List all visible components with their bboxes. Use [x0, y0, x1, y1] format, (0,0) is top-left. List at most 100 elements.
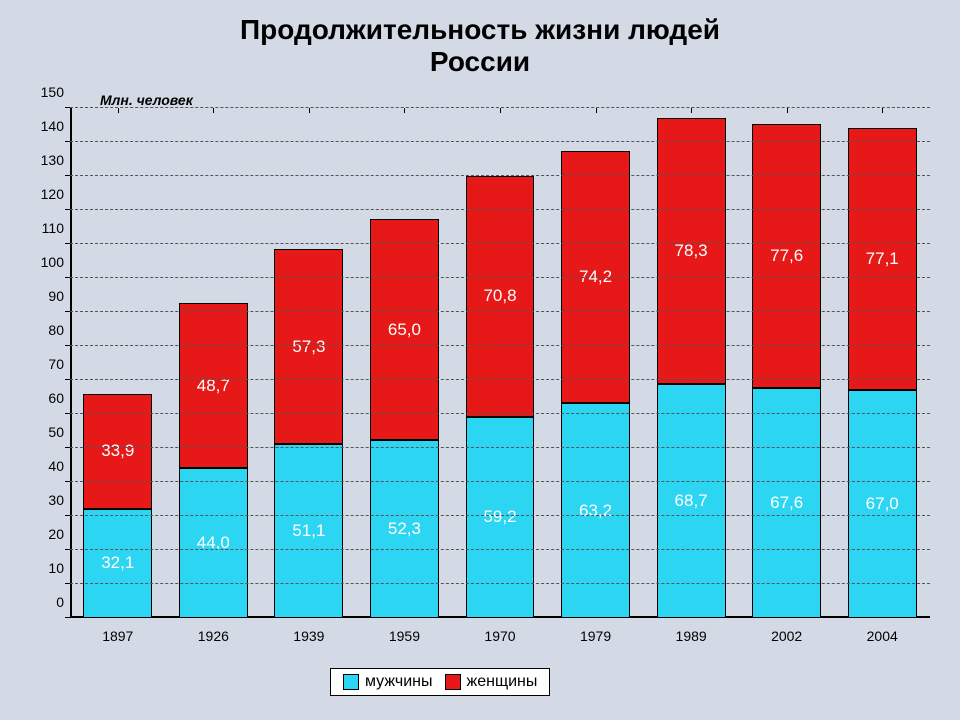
grid-line — [70, 141, 930, 142]
bar-value-label: 67,0 — [866, 494, 899, 514]
x-tick-mark — [309, 108, 310, 113]
x-tick-mark — [213, 108, 214, 113]
legend: мужчины женщины — [330, 668, 550, 696]
grid-line — [70, 447, 930, 448]
y-tick-label: 100 — [41, 254, 64, 270]
y-tick-mark — [65, 311, 70, 312]
y-tick-label: 80 — [48, 322, 64, 338]
y-tick-label: 120 — [41, 186, 64, 202]
bar-value-label: 65,0 — [388, 320, 421, 340]
x-tick-label: 2002 — [771, 628, 802, 644]
bars-container: 32,133,944,048,751,157,352,365,059,270,8… — [70, 108, 930, 618]
bar-segment-men: 32,1 — [83, 509, 152, 618]
bar-segment-women: 77,6 — [752, 124, 821, 388]
bar-value-label: 70,8 — [483, 286, 516, 306]
y-tick-mark — [65, 107, 70, 108]
y-tick-mark — [65, 175, 70, 176]
y-tick-mark — [65, 141, 70, 142]
legend-swatch — [343, 674, 359, 690]
bar-segment-men: 44,0 — [179, 468, 248, 618]
y-tick-mark — [65, 447, 70, 448]
grid-line — [70, 481, 930, 482]
grid-line — [70, 311, 930, 312]
grid-line — [70, 379, 930, 380]
x-tick-label: 1926 — [198, 628, 229, 644]
bar-value-label: 59,2 — [483, 507, 516, 527]
legend-label: мужчины — [365, 673, 433, 691]
y-tick-label: 110 — [42, 220, 64, 236]
y-tick-label: 60 — [48, 390, 64, 406]
x-tick-label: 1989 — [676, 628, 707, 644]
y-tick-mark — [65, 549, 70, 550]
bar-value-label: 63,2 — [579, 501, 612, 521]
x-tick-mark — [596, 108, 597, 113]
legend-item: женщины — [445, 673, 538, 691]
plot-area: 32,133,944,048,751,157,352,365,059,270,8… — [70, 108, 930, 618]
y-tick-label: 140 — [41, 118, 64, 134]
grid-line — [70, 209, 930, 210]
bar-value-label: 57,3 — [292, 337, 325, 357]
bar-value-label: 77,1 — [866, 249, 899, 269]
bar-value-label: 78,3 — [675, 241, 708, 261]
y-tick-label: 130 — [41, 152, 64, 168]
y-tick-mark — [65, 209, 70, 210]
y-tick-mark — [65, 413, 70, 414]
bar-segment-men: 63,2 — [561, 403, 630, 618]
y-tick-label: 40 — [48, 458, 64, 474]
x-tick-label: 1939 — [293, 628, 324, 644]
x-tick-label: 1970 — [484, 628, 515, 644]
y-axis-subtitle: Млн. человек — [100, 92, 193, 108]
y-tick-mark — [65, 345, 70, 346]
x-tick-mark — [787, 108, 788, 113]
bar-segment-women: 65,0 — [370, 219, 439, 440]
y-tick-label: 70 — [48, 356, 64, 372]
bar-value-label: 51,1 — [292, 521, 325, 541]
x-tick-mark — [882, 108, 883, 113]
grid-line — [70, 345, 930, 346]
x-tick-label: 1979 — [580, 628, 611, 644]
bar-segment-women: 57,3 — [274, 249, 343, 444]
x-tick-mark — [691, 108, 692, 113]
x-tick-mark — [118, 108, 119, 113]
bar-segment-women: 77,1 — [848, 128, 917, 390]
bar-value-label: 67,6 — [770, 493, 803, 513]
legend-label: женщины — [467, 673, 538, 691]
bar-segment-men: 52,3 — [370, 440, 439, 618]
x-tick-mark — [500, 108, 501, 113]
grid-line — [70, 175, 930, 176]
grid-line — [70, 515, 930, 516]
grid-line — [70, 413, 930, 414]
y-tick-mark — [65, 243, 70, 244]
y-tick-label: 50 — [48, 424, 64, 440]
x-tick-mark — [404, 108, 405, 113]
grid-line — [70, 277, 930, 278]
bar-segment-men: 51,1 — [274, 444, 343, 618]
bar-segment-women: 70,8 — [466, 176, 535, 417]
y-tick-label: 90 — [48, 288, 64, 304]
y-tick-mark — [65, 583, 70, 584]
x-tick-label: 2004 — [867, 628, 898, 644]
y-tick-mark — [65, 379, 70, 380]
bar-value-label: 52,3 — [388, 519, 421, 539]
chart-title: Продолжительность жизни людей России — [0, 14, 960, 78]
y-tick-mark — [65, 277, 70, 278]
bar-value-label: 44,0 — [197, 533, 230, 553]
x-tick-label: 1897 — [102, 628, 133, 644]
legend-swatch — [445, 674, 461, 690]
y-tick-mark — [65, 481, 70, 482]
bar-value-label: 77,6 — [770, 246, 803, 266]
y-tick-label: 10 — [48, 560, 64, 576]
legend-item: мужчины — [343, 673, 433, 691]
grid-line — [70, 549, 930, 550]
bar-value-label: 33,9 — [101, 441, 134, 461]
x-tick-label: 1959 — [389, 628, 420, 644]
bar-value-label: 32,1 — [101, 553, 134, 573]
y-tick-label: 30 — [48, 492, 64, 508]
y-tick-label: 20 — [48, 526, 64, 542]
y-tick-mark — [65, 515, 70, 516]
y-tick-label: 150 — [41, 84, 64, 100]
y-tick-mark — [65, 617, 70, 618]
y-tick-label: 0 — [56, 594, 64, 610]
bar-segment-women: 33,9 — [83, 394, 152, 509]
bar-value-label: 68,7 — [675, 491, 708, 511]
